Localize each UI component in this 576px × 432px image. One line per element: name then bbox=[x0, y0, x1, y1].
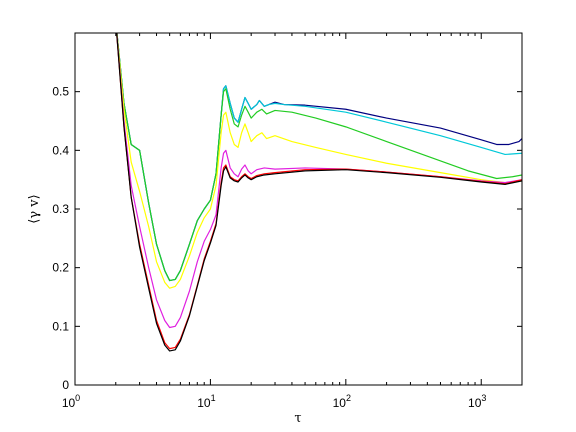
y-tick-label: 0.3 bbox=[52, 202, 69, 216]
series-line-6 bbox=[116, 33, 522, 350]
series-line-4 bbox=[116, 33, 522, 289]
series-line-5 bbox=[116, 33, 522, 329]
x-tick-label: 102 bbox=[333, 393, 351, 410]
series-line-2 bbox=[116, 33, 522, 282]
series-line-7 bbox=[116, 33, 522, 352]
series-line-3 bbox=[116, 33, 522, 282]
y-tick-label: 0 bbox=[62, 378, 69, 392]
series-line-1 bbox=[116, 33, 522, 282]
y-tick-label: 0.2 bbox=[52, 261, 69, 275]
y-tick-label: 0.5 bbox=[52, 85, 69, 99]
series-layer bbox=[116, 33, 522, 352]
x-axis-label: τ bbox=[294, 411, 301, 426]
y-tick-label: 0.1 bbox=[52, 319, 69, 333]
x-tick-label: 101 bbox=[197, 393, 215, 410]
plot-frame bbox=[74, 32, 523, 386]
tick-layer: 0 0.1 0.2 0.3 0.4 0.5 100 101 102 103 bbox=[52, 33, 523, 410]
x-tick-label: 103 bbox=[468, 393, 486, 410]
y-tick-label: 0.4 bbox=[52, 143, 69, 157]
x-tick-label: 100 bbox=[62, 393, 80, 410]
y-axis-label: ⟨γ v⟩ bbox=[27, 194, 42, 223]
